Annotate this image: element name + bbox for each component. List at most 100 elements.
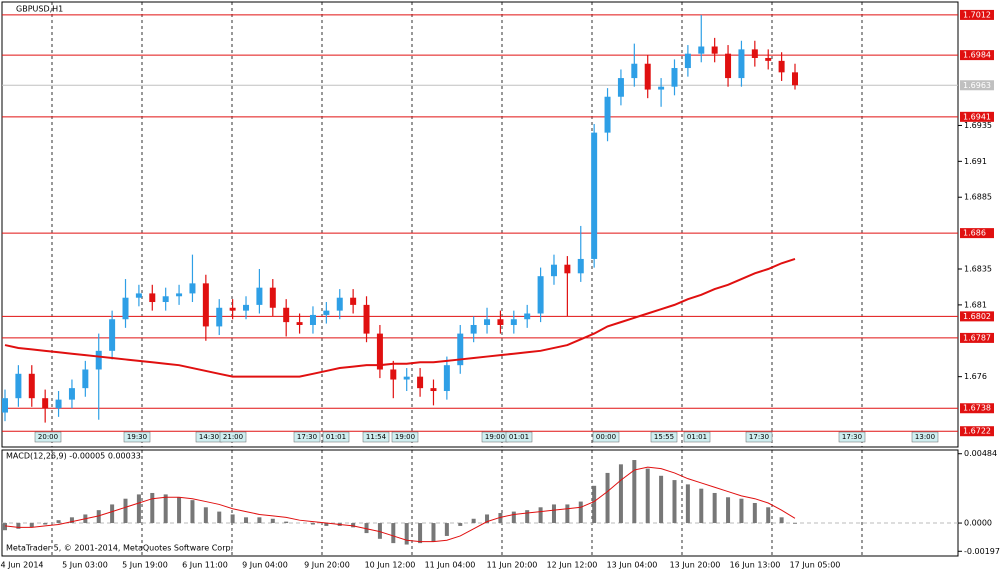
- macd-bar: [123, 498, 128, 524]
- candle-body: [189, 283, 196, 294]
- level-box: [960, 228, 994, 239]
- candle-body: [617, 78, 624, 97]
- macd-bar: [752, 503, 757, 524]
- macd-bar: [230, 514, 235, 524]
- macd-bar: [29, 523, 34, 528]
- event-box: [745, 431, 773, 443]
- event-label: 00:00: [596, 433, 616, 441]
- candle-body: [497, 319, 504, 325]
- macd-bar: [592, 485, 597, 524]
- candle-body: [765, 57, 772, 61]
- event-box: [911, 431, 939, 443]
- event-label: 01:01: [509, 433, 529, 441]
- event-box: [683, 431, 711, 443]
- macd-bar: [110, 504, 115, 524]
- candle-body: [376, 333, 383, 370]
- macd-bar: [136, 494, 141, 524]
- event-label: 14:30: [199, 433, 219, 441]
- macd-bar: [578, 501, 583, 524]
- x-tick-label: 11 Jun 20:00: [487, 561, 538, 570]
- macd-bar: [618, 464, 623, 524]
- event-label: 01:01: [326, 433, 346, 441]
- candle-body: [564, 264, 571, 274]
- event-label: 19:00: [395, 433, 415, 441]
- y-tick-label: 1.676: [964, 372, 987, 381]
- x-tick-label: 9 Jun 20:00: [304, 561, 350, 570]
- candle-body: [109, 319, 116, 351]
- footer: MetaTrader 5, © 2001-2014, MetaQuotes So…: [6, 544, 233, 553]
- candle-body: [82, 369, 89, 389]
- event-box: [322, 431, 350, 443]
- macd-bar: [150, 492, 155, 524]
- candle-body: [42, 398, 49, 409]
- candle-body: [309, 314, 316, 325]
- macd-bar: [43, 523, 48, 525]
- candle-body: [256, 287, 263, 305]
- candle-body: [698, 46, 705, 54]
- event-label: 17:30: [297, 433, 317, 441]
- candle-body: [792, 72, 798, 86]
- event-box: [219, 431, 247, 443]
- candle-body: [176, 293, 183, 297]
- candle-body: [243, 304, 250, 311]
- macd-bar: [190, 500, 195, 524]
- macd-y-tick-label: -0.00197: [964, 547, 1000, 556]
- event-label: 17:30: [749, 433, 769, 441]
- macd-bar: [391, 523, 396, 544]
- candle-body: [577, 258, 584, 274]
- level-box: [960, 311, 994, 322]
- event-label: 11:54: [366, 433, 387, 441]
- candle-body: [417, 376, 424, 389]
- macd-bar: [364, 523, 369, 534]
- macd-bar: [538, 507, 543, 524]
- macd-bar: [163, 494, 168, 524]
- x-tick-label: 6 Jun 11:00: [182, 561, 228, 570]
- candle-body: [524, 313, 531, 320]
- level-box: [960, 426, 994, 437]
- macd-bar: [699, 488, 704, 524]
- event-box: [362, 431, 390, 443]
- level-label: 1.7012: [963, 10, 991, 19]
- macd-bar: [217, 511, 222, 524]
- candle-body: [162, 296, 169, 303]
- candle-body: [725, 53, 732, 79]
- y-tick-label: 1.681: [964, 300, 987, 309]
- macd-bar: [685, 484, 690, 524]
- level-box: [960, 332, 994, 343]
- candle-body: [323, 310, 330, 315]
- candle-body: [751, 49, 758, 58]
- macd-bar: [310, 523, 315, 525]
- macd-bar: [377, 523, 382, 539]
- event-label: 15:55: [654, 433, 674, 441]
- macd-bar: [565, 504, 570, 524]
- x-tick-label: 16 Jun 13:00: [730, 561, 781, 570]
- macd-bar: [471, 518, 476, 524]
- candle-body: [778, 60, 785, 73]
- candle-body: [336, 297, 343, 311]
- macd-bar: [645, 468, 650, 524]
- candle-body: [510, 319, 517, 325]
- macd-bar: [498, 513, 503, 524]
- candle-body: [644, 63, 651, 90]
- macd-bar: [739, 498, 744, 524]
- level-label: 1.6802: [963, 312, 991, 321]
- level-label: 1.6984: [963, 51, 991, 60]
- candle-body: [55, 399, 62, 409]
- event-box: [293, 431, 321, 443]
- y-tick-label: 1.6835: [964, 265, 992, 274]
- current-price-label: 1.6963: [963, 81, 991, 90]
- level-box: [960, 111, 994, 122]
- x-tick-label: 5 Jun 19:00: [122, 561, 168, 570]
- event-label: 19:30: [127, 433, 147, 441]
- candle-body: [430, 388, 437, 392]
- candle-body: [684, 53, 691, 69]
- macd-bar: [766, 507, 771, 524]
- macd-y-tick-label: 0.0000: [964, 519, 992, 528]
- macd-bar: [659, 475, 664, 524]
- y-tick-label: 1.6935: [964, 121, 992, 130]
- x-tick-label: 10 Jun 12:00: [365, 561, 416, 570]
- candle-body: [738, 49, 745, 79]
- main-panel: [1, 1, 959, 448]
- macd-bar: [16, 523, 21, 529]
